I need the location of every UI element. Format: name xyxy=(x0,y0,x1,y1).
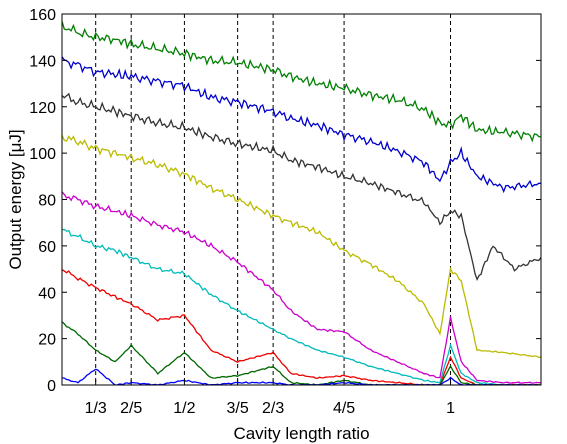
axes xyxy=(61,13,542,386)
y-axis-label: Output energy [μJ] xyxy=(6,129,25,269)
y-tick-label-0: 0 xyxy=(47,378,56,395)
x-tick-label-5: 4/5 xyxy=(333,400,355,417)
tick-marks xyxy=(62,13,541,386)
series-line-5 xyxy=(62,228,541,385)
x-tick-label-1: 2/5 xyxy=(120,400,142,417)
series-line-3 xyxy=(62,134,541,358)
series-line-2 xyxy=(62,92,541,282)
y-tick-label-5: 100 xyxy=(29,146,56,163)
y-tick-label-4: 80 xyxy=(38,193,56,210)
series-line-0 xyxy=(62,21,541,143)
y-tick-label-6: 120 xyxy=(29,100,56,117)
x-tick-label-2: 1/2 xyxy=(173,400,195,417)
axes-frame xyxy=(61,13,542,386)
x-axis-label: Cavity length ratio xyxy=(233,424,369,443)
series-layer xyxy=(62,21,541,385)
series-line-7 xyxy=(62,321,541,385)
y-tick-label-2: 40 xyxy=(38,285,56,302)
series-line-6 xyxy=(62,269,541,385)
vertical-grid-lines xyxy=(95,14,452,385)
y-tick-label-8: 160 xyxy=(29,7,56,24)
x-tick-label-3: 3/5 xyxy=(227,400,249,417)
x-tick-label-4: 2/3 xyxy=(262,400,284,417)
y-tick-label-7: 140 xyxy=(29,53,56,70)
x-tick-label-0: 1/3 xyxy=(85,400,107,417)
y-tick-label-3: 60 xyxy=(38,239,56,256)
x-tick-label-6: 1 xyxy=(446,400,455,417)
series-line-1 xyxy=(62,56,541,194)
y-tick-label-1: 20 xyxy=(38,332,56,349)
series-line-4 xyxy=(62,191,541,384)
